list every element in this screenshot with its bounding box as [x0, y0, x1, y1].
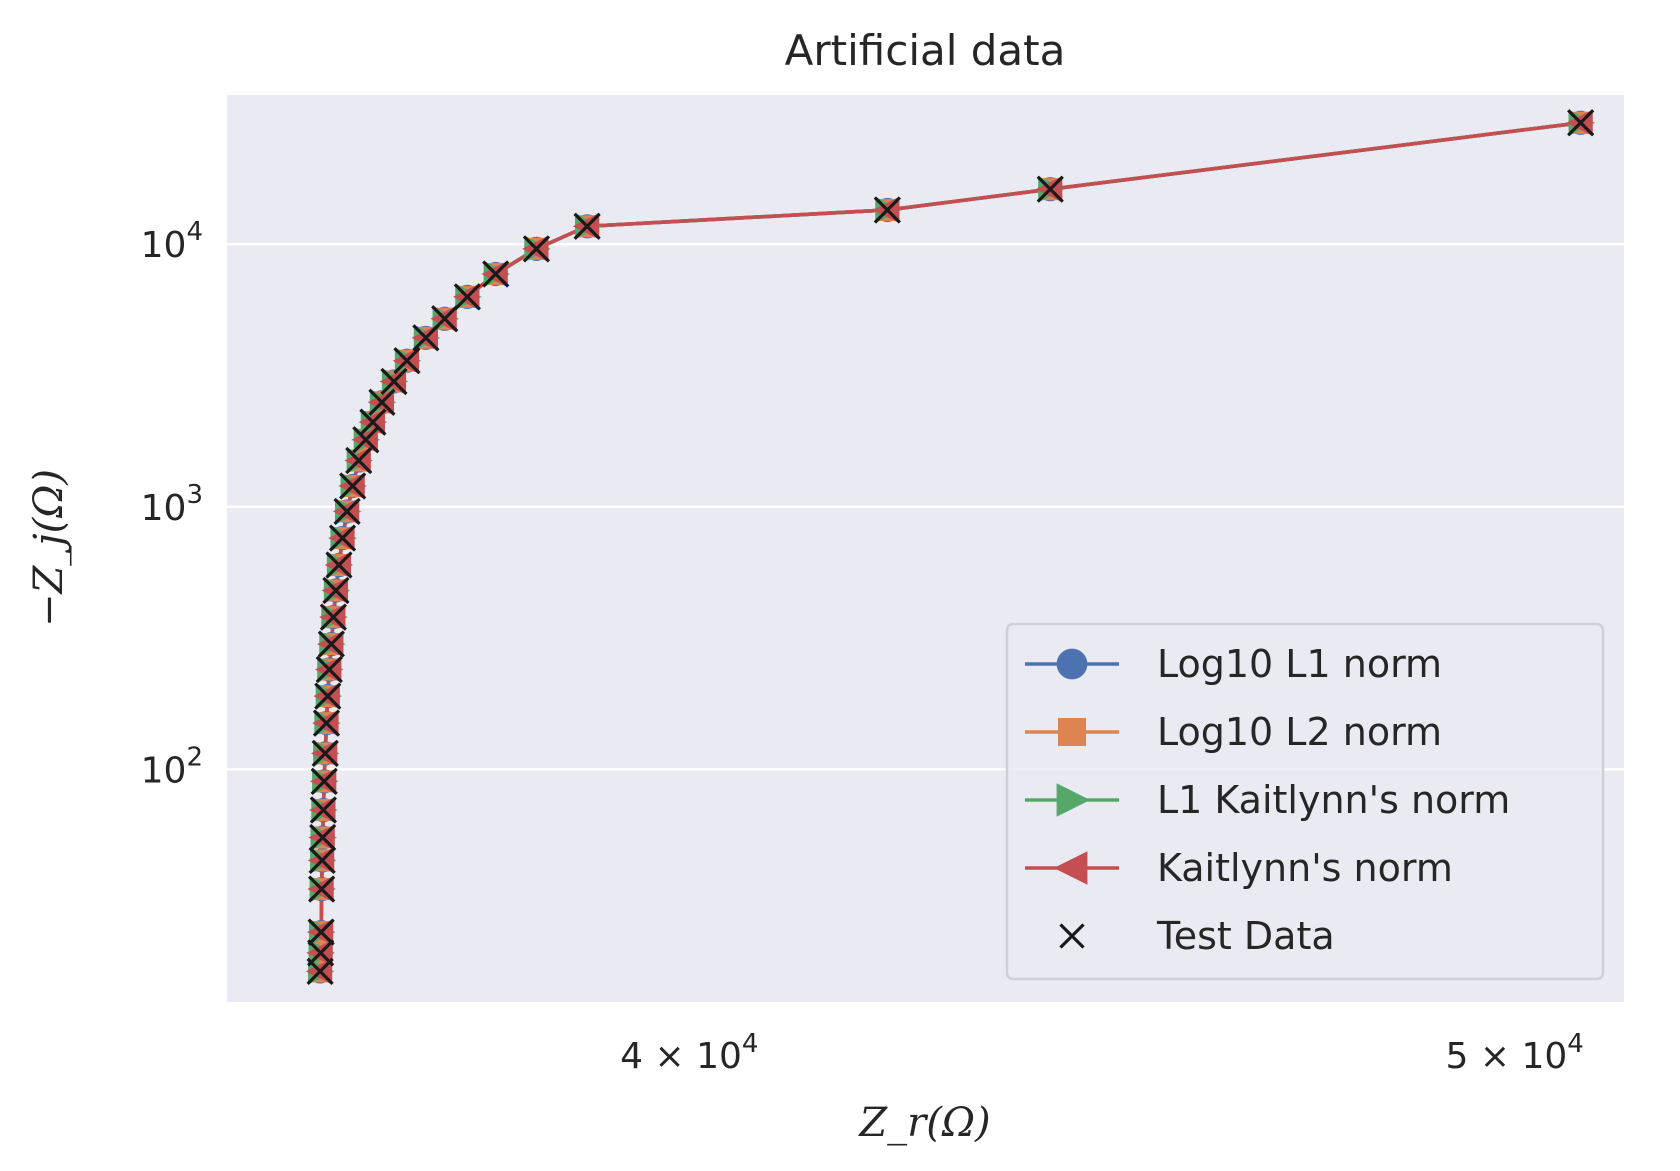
legend-entry-label: L1 Kaitlynn's norm: [1157, 778, 1510, 822]
data-point: [307, 918, 335, 946]
data-point: [482, 260, 510, 288]
data-point: [393, 347, 421, 375]
data-point: [339, 472, 367, 500]
markers: [305, 109, 1595, 986]
data-point: [333, 497, 361, 526]
x-ticks: 4 × 104 5 × 104: [620, 1029, 1584, 1077]
y-tick-label: 104: [141, 217, 203, 266]
series-line: [318, 120, 1581, 972]
x-axis-label: Z_r(Ω): [857, 1100, 990, 1146]
data-point: [431, 305, 459, 333]
data-point: [1036, 175, 1064, 203]
data-point: [453, 283, 481, 311]
data-point: [325, 551, 353, 579]
data-point: [322, 576, 350, 605]
legend-marker: [1056, 648, 1088, 680]
data-point: [319, 603, 347, 631]
data-point: [307, 939, 335, 967]
data-point: [308, 846, 336, 875]
data-point: [309, 796, 337, 824]
legend-marker: [1053, 851, 1088, 885]
y-ticks: 102 103 104: [141, 217, 203, 791]
data-point: [314, 682, 342, 710]
legend-marker: [1056, 783, 1091, 817]
x-tick-label: 4 × 104: [620, 1029, 758, 1077]
chart-title: Artificial data: [785, 26, 1066, 75]
data-point: [522, 235, 551, 263]
data-point: [312, 709, 341, 737]
data-point: [317, 630, 345, 658]
data-point: [368, 388, 396, 416]
data-point: [573, 212, 601, 240]
legend-entry-label: Log10 L2 norm: [1157, 710, 1442, 754]
legend-frame: [1005, 622, 1605, 981]
data-point: [309, 823, 337, 852]
series-lines: [318, 120, 1581, 972]
data-point: [315, 655, 343, 684]
data-point: [345, 446, 373, 475]
y-tick-label: 103: [141, 480, 203, 529]
legend-marker: [1059, 923, 1085, 949]
data-point: [380, 367, 408, 396]
data-point: [310, 767, 338, 795]
x-tick-label: 5 × 104: [1446, 1029, 1584, 1077]
data-point: [311, 739, 339, 768]
y-tick-label: 102: [141, 742, 203, 791]
legend-entry-label: Log10 L1 norm: [1157, 642, 1442, 686]
y-axis-label: −Z_j(Ω): [26, 469, 72, 627]
legend-marker: [1058, 718, 1086, 746]
legend-entry-label: Test Data: [1156, 914, 1335, 958]
data-point: [873, 196, 901, 224]
legend: Log10 L1 norm Log10 L2 norm L1 Kaitlynn's …: [1005, 622, 1605, 981]
data-point: [328, 524, 357, 552]
data-point: [308, 875, 336, 903]
data-point: [352, 426, 380, 454]
data-point: [359, 408, 387, 436]
data-point: [1567, 109, 1595, 137]
legend-entry-label: Kaitlynn's norm: [1157, 846, 1453, 890]
